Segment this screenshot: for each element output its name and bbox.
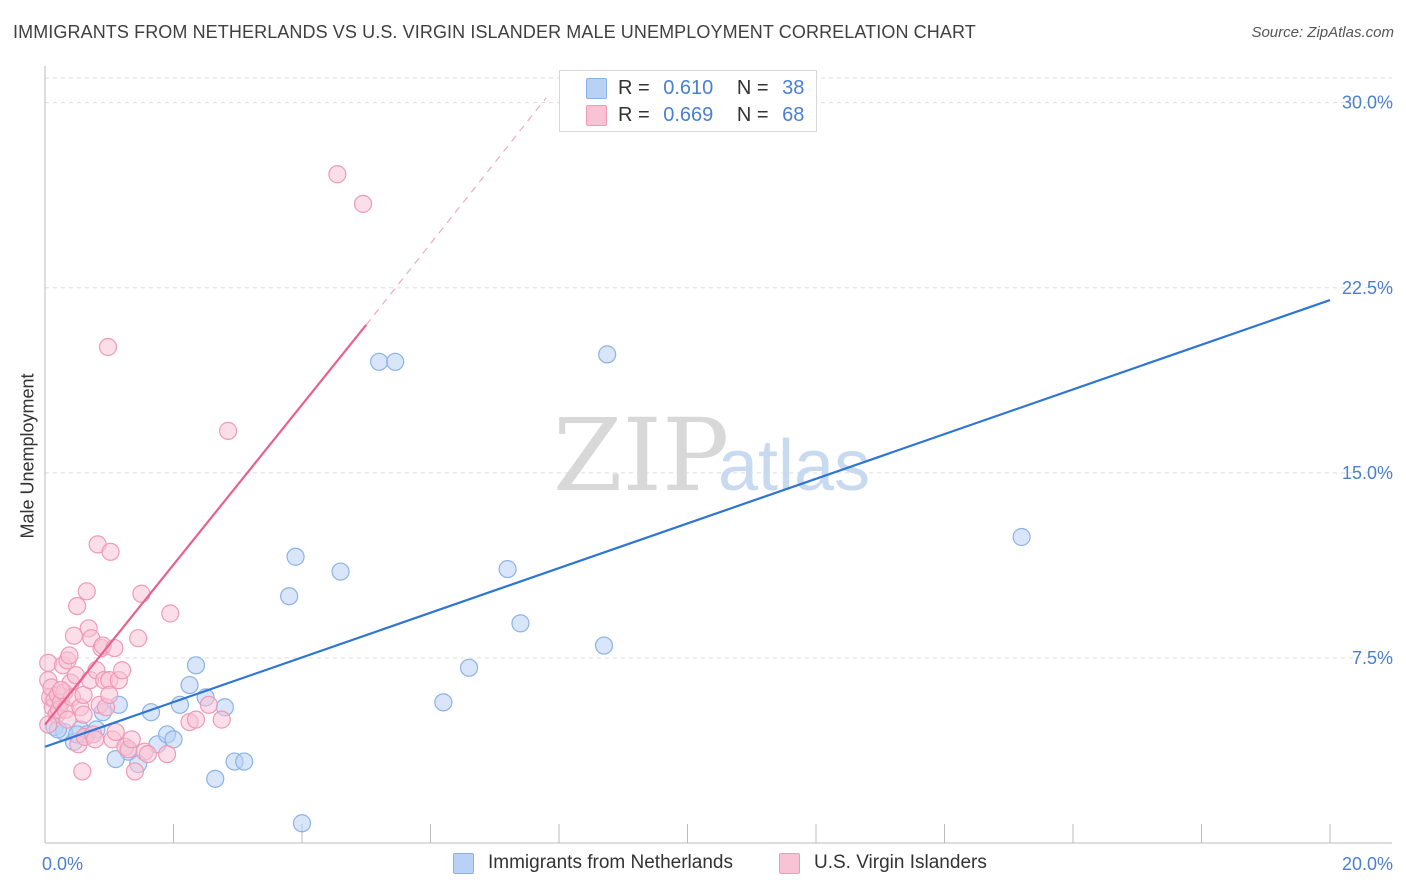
stats-legend: R = 0.610 N = 38 R = 0.669 N = 68 — [559, 70, 817, 132]
y-tick-label: 15.0% — [1342, 463, 1393, 483]
data-point-virgin-islanders — [186, 710, 206, 729]
data-point-virgin-islanders — [353, 194, 373, 213]
data-point-virgin-islanders — [39, 653, 58, 672]
legend-label-virgin-islanders: U.S. Virgin Islanders — [814, 852, 987, 873]
data-point-virgin-islanders — [157, 745, 177, 764]
gridlines — [45, 77, 1392, 659]
y-tick-label: 7.5% — [1352, 648, 1393, 668]
data-point-netherlands — [386, 352, 405, 371]
series-netherlands-points — [45, 345, 1031, 833]
data-point-virgin-islanders — [98, 337, 118, 357]
y-tick-label: 22.5% — [1342, 278, 1393, 298]
legend-swatch-blue — [453, 852, 474, 874]
watermark-atlas: atlas — [718, 426, 870, 506]
x-tick-label: 0.0% — [42, 854, 83, 874]
data-point-virgin-islanders — [125, 762, 145, 781]
data-point-netherlands — [180, 675, 199, 695]
n-label: N = — [736, 76, 769, 99]
data-point-virgin-islanders — [129, 629, 148, 648]
data-point-virgin-islanders — [39, 715, 58, 734]
data-point-virgin-islanders — [328, 165, 347, 184]
n-label: N = — [736, 103, 769, 126]
stats-legend-row-netherlands: R = 0.610 N = 38 — [586, 75, 805, 101]
data-point-virgin-islanders — [219, 421, 238, 440]
trend-lines — [44, 97, 1331, 748]
data-point-virgin-islanders — [58, 710, 77, 729]
data-point-netherlands — [434, 693, 453, 712]
source-label: Source: ZipAtlas.com — [1251, 24, 1394, 41]
legend-swatch-blue — [586, 77, 607, 99]
data-point-virgin-islanders — [106, 722, 125, 742]
trend-line-virgin-islanders — [44, 324, 368, 726]
r-label: R = — [618, 76, 650, 99]
data-point-netherlands — [292, 814, 312, 833]
data-point-virgin-islanders — [77, 582, 96, 601]
data-point-netherlands — [331, 562, 350, 581]
data-point-netherlands — [598, 345, 617, 364]
trend-extension-virgin-islanders — [365, 97, 547, 326]
data-point-netherlands — [235, 752, 254, 771]
data-point-virgin-islanders — [101, 542, 120, 561]
data-point-virgin-islanders — [73, 762, 92, 781]
data-point-netherlands — [1012, 527, 1031, 547]
tick-labels: 7.5% 15.0% 22.5% 30.0% 0.0% 20.0% — [42, 93, 1393, 874]
trend-line-netherlands — [44, 299, 1331, 748]
stats-legend-row-virgin-islanders: R = 0.669 N = 68 — [586, 102, 805, 128]
data-point-virgin-islanders — [112, 661, 132, 680]
data-point-virgin-islanders — [86, 730, 105, 749]
watermark: ZIP atlas — [553, 397, 870, 514]
data-point-netherlands — [106, 749, 125, 769]
data-point-netherlands — [280, 587, 299, 606]
data-point-netherlands — [459, 658, 479, 677]
data-point-virgin-islanders — [199, 695, 218, 714]
data-point-virgin-islanders — [51, 680, 71, 700]
r-value-netherlands: 0.610 — [663, 76, 714, 99]
data-point-netherlands — [286, 547, 305, 566]
data-point-virgin-islanders — [64, 626, 84, 645]
data-point-virgin-islanders — [74, 705, 93, 724]
data-point-virgin-islanders — [60, 646, 79, 665]
n-value-virgin-islanders: 68 — [782, 103, 805, 126]
data-point-virgin-islanders — [122, 730, 141, 749]
data-point-netherlands — [206, 769, 225, 788]
data-point-netherlands — [498, 559, 517, 579]
chart-title: IMMIGRANTS FROM NETHERLANDS VS U.S. VIRG… — [13, 22, 976, 42]
legend-item-virgin-islanders: U.S. Virgin Islanders — [779, 852, 987, 874]
legend-item-netherlands: Immigrants from Netherlands — [453, 852, 733, 874]
legend-swatch-pink — [586, 104, 607, 126]
axes — [44, 66, 1392, 844]
data-point-virgin-islanders — [212, 710, 231, 729]
y-tick-label: 30.0% — [1342, 93, 1393, 113]
legend-label-netherlands: Immigrants from Netherlands — [488, 852, 733, 873]
data-point-virgin-islanders — [100, 685, 119, 705]
data-point-netherlands — [370, 352, 389, 371]
r-label: R = — [618, 103, 650, 126]
r-value-virgin-islanders: 0.669 — [663, 103, 714, 126]
data-point-virgin-islanders — [138, 745, 157, 764]
data-point-netherlands — [186, 656, 206, 675]
data-point-virgin-islanders — [105, 638, 124, 658]
data-point-virgin-islanders — [68, 596, 87, 616]
n-value-netherlands: 38 — [782, 76, 805, 99]
data-point-virgin-islanders — [161, 604, 180, 623]
data-point-virgin-islanders — [132, 584, 151, 603]
legend-swatch-pink — [779, 852, 800, 874]
x-tick-label: 20.0% — [1342, 854, 1393, 874]
data-point-netherlands — [511, 614, 530, 633]
watermark-zip: ZIP — [553, 397, 729, 514]
data-point-netherlands — [594, 636, 614, 655]
